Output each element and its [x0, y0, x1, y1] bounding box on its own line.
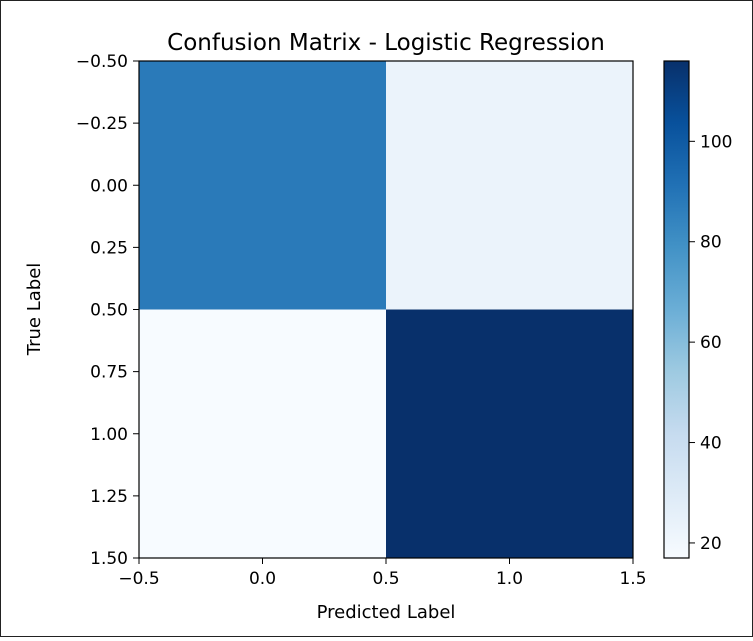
y-tick-label: 0.50: [90, 301, 128, 321]
y-tick-label: 1.50: [90, 549, 128, 569]
x-tick-label: 1.0: [496, 569, 523, 589]
heatmap-cells: [139, 61, 633, 558]
y-tick-label: 1.00: [90, 425, 128, 445]
colorbar-frame: [663, 60, 690, 559]
y-tick-label: 0.00: [90, 176, 128, 196]
y-tick-label: 1.25: [90, 487, 128, 507]
heatmap-cell-1-1: [386, 309, 633, 558]
heatmap-cell-0-0: [139, 61, 386, 310]
colorbar-tick-label: 20: [700, 534, 722, 554]
x-tick-label: 1.5: [619, 569, 646, 589]
x-axis: −0.5 0.0 0.5 1.0 1.5: [118, 558, 647, 589]
y-tick-label: 0.25: [90, 238, 128, 258]
chart-title: Confusion Matrix - Logistic Regression: [167, 30, 605, 56]
x-tick-label: 0.5: [372, 569, 399, 589]
y-tick-label: −0.25: [76, 114, 128, 134]
colorbar-tick-label: 60: [700, 333, 722, 353]
heatmap-cell-0-1: [386, 61, 633, 310]
colorbar: [664, 61, 689, 558]
y-tick-label: −0.50: [76, 52, 128, 72]
y-axis: −0.50 −0.25 0.00 0.25 0.50 0.75 1.00 1.25 1.50: [76, 52, 139, 569]
colorbar-tick-label: 40: [700, 434, 722, 454]
x-tick-label: 0.0: [249, 569, 276, 589]
colorbar-tick-label: 80: [700, 233, 722, 253]
y-axis-label: True Label: [24, 263, 45, 357]
heatmap-cell-1-0: [139, 309, 386, 558]
y-tick-label: 0.75: [90, 363, 128, 383]
colorbar-ticks: 20 40 60 80 100: [689, 132, 732, 554]
colorbar-tick-label: 100: [700, 132, 732, 152]
x-axis-label: Predicted Label: [317, 602, 456, 623]
x-tick-label: −0.5: [118, 569, 159, 589]
